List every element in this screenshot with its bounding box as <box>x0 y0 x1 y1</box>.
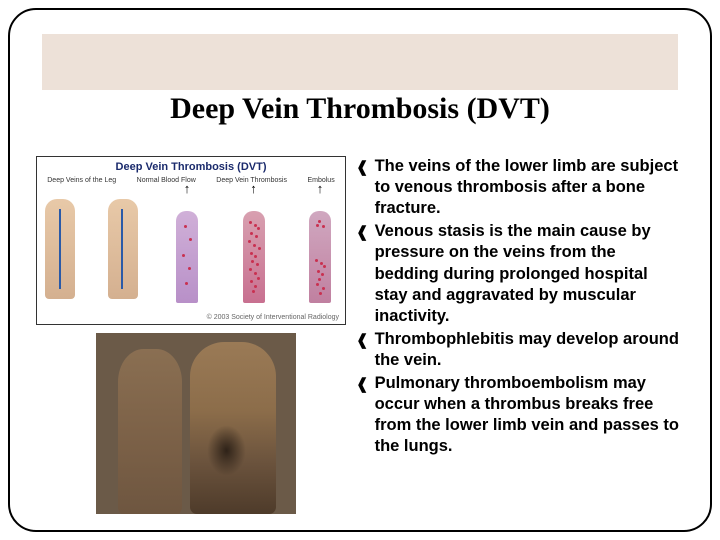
bullet-marker-icon: ❰ <box>356 156 369 177</box>
list-item: ❰ Pulmonary thromboembolism may occur wh… <box>356 373 680 457</box>
header-band <box>42 34 678 90</box>
slide-frame: Deep Vein Thrombosis (DVT) Deep Vein Thr… <box>8 8 712 532</box>
bullet-marker-icon: ❰ <box>356 329 369 350</box>
arrow-up-icon: ↑ <box>184 181 191 197</box>
diagram-copyright: © 2003 Society of Interventional Radiolo… <box>207 314 339 321</box>
bullet-marker-icon: ❰ <box>356 373 369 394</box>
bullet-text: Thrombophlebitis may develop around the … <box>375 329 680 371</box>
diagram-labels: Deep Veins of the Leg Normal Blood Flow … <box>37 177 345 184</box>
photo-leg-right <box>190 342 276 514</box>
photo-leg-left <box>118 349 182 514</box>
arrow-up-icon: ↑ <box>250 181 257 197</box>
clinical-photo <box>96 333 296 514</box>
dvt-diagram: Deep Vein Thrombosis (DVT) Deep Veins of… <box>36 156 346 325</box>
arrow-up-icon: ↑ <box>317 181 324 197</box>
diagram-title: Deep Vein Thrombosis (DVT) <box>37 161 345 173</box>
list-item: ❰ Venous stasis is the main cause by pre… <box>356 221 680 327</box>
bullet-text: Venous stasis is the main cause by press… <box>375 221 680 327</box>
vein-embolus: ↑ <box>303 195 337 303</box>
leg-front-icon <box>45 199 75 299</box>
vein-normal: ↑ <box>170 195 204 303</box>
left-column: Deep Vein Thrombosis (DVT) Deep Veins of… <box>36 156 346 514</box>
slide-title: Deep Vein Thrombosis (DVT) <box>10 92 710 126</box>
list-item: ❰ The veins of the lower limb are subjec… <box>356 156 680 219</box>
list-item: ❰ Thrombophlebitis may develop around th… <box>356 329 680 371</box>
bullet-list: ❰ The veins of the lower limb are subjec… <box>356 156 684 514</box>
bullet-marker-icon: ❰ <box>356 221 369 242</box>
bullet-text: Pulmonary thromboembolism may occur when… <box>375 373 680 457</box>
content-area: Deep Vein Thrombosis (DVT) Deep Veins of… <box>36 156 684 514</box>
vein-thrombosis: ↑ <box>237 195 271 303</box>
diagram-row: ↑ ↑ <box>45 193 337 305</box>
leg-back-icon <box>108 199 138 299</box>
bullet-text: The veins of the lower limb are subject … <box>375 156 680 219</box>
diagram-label-left: Deep Veins of the Leg <box>47 177 116 184</box>
